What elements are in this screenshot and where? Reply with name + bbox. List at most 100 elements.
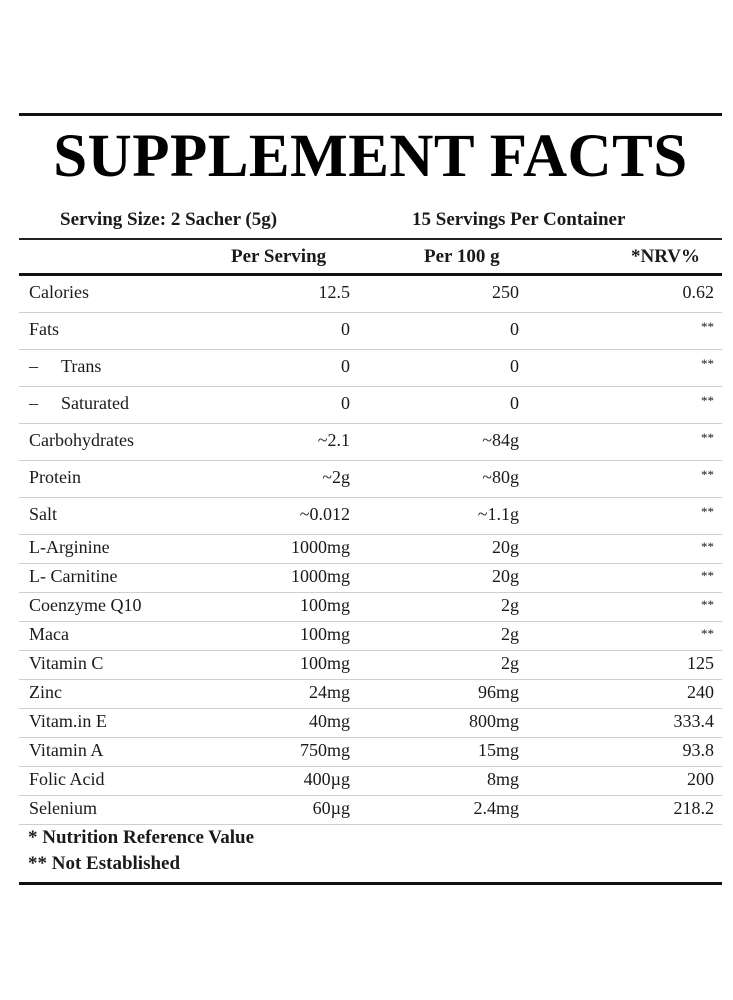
facts-table: Calories 12.5 250 0.62 Fats 0 0 ** – Trans 0 0 ** – Sa… xyxy=(19,276,722,825)
per-100g-value: 2g xyxy=(501,595,519,615)
nrv-value: 333.4 xyxy=(673,711,715,731)
sub-item-dash: – xyxy=(29,393,38,413)
per-serving-value: 0 xyxy=(341,356,350,376)
top-rule xyxy=(19,113,722,116)
per-100g-value: 20g xyxy=(492,537,519,557)
nutrient-name: Vitamin C xyxy=(29,653,104,673)
nutrient-name: L-Arginine xyxy=(29,537,110,557)
per-serving-value: 400µg xyxy=(303,769,350,789)
table-row: Vitam.in E 40mg 800mg 333.4 xyxy=(19,709,722,738)
per-serving-value: ~2.1 xyxy=(317,430,350,450)
per-100g-value: 250 xyxy=(492,282,519,302)
per-100g-value: 8mg xyxy=(486,769,519,789)
table-row: Coenzyme Q10 100mg 2g ** xyxy=(19,593,722,622)
column-header-nrv: *NRV% xyxy=(631,246,700,267)
nrv-value: ** xyxy=(701,356,714,371)
nrv-value: 0.62 xyxy=(682,282,715,302)
per-100g-value: 0 xyxy=(510,393,519,413)
per-100g-value: 20g xyxy=(492,566,519,586)
per-serving-value: 100mg xyxy=(299,624,350,644)
nutrient-name: Trans xyxy=(61,356,102,376)
per-100g-value: ~84g xyxy=(482,430,519,450)
nrv-value: 218.2 xyxy=(673,798,715,818)
panel-title: SUPPLEMENT FACTS xyxy=(53,123,688,190)
per-100g-value: 0 xyxy=(510,319,519,339)
per-serving-value: 750mg xyxy=(299,740,350,760)
nrv-value: ** xyxy=(701,597,714,612)
nrv-value: 125 xyxy=(687,653,714,673)
per-serving-value: 12.5 xyxy=(318,282,351,302)
column-header-per-serving: Per Serving xyxy=(231,246,327,267)
nutrient-name: Fats xyxy=(29,319,60,339)
per-100g-value: 2g xyxy=(501,653,519,673)
per-serving-value: 60µg xyxy=(312,798,350,818)
per-serving-value: 40mg xyxy=(308,711,350,731)
nutrient-name: Protein xyxy=(29,467,81,487)
table-row: Protein ~2g ~80g ** xyxy=(19,461,722,498)
per-serving-value: 1000mg xyxy=(290,537,350,557)
serving-divider xyxy=(19,238,722,240)
per-100g-value: 15mg xyxy=(477,740,519,760)
nutrient-name: L- Carnitine xyxy=(29,566,118,586)
nutrient-name: Zinc xyxy=(29,682,62,702)
per-100g-value: 96mg xyxy=(477,682,519,702)
nrv-value: ** xyxy=(701,626,714,641)
table-row: Maca 100mg 2g ** xyxy=(19,622,722,651)
per-serving-value: ~2g xyxy=(322,467,350,487)
table-row: Fats 0 0 ** xyxy=(19,313,722,350)
table-row: L- Carnitine 1000mg 20g ** xyxy=(19,564,722,593)
footnote-nrv: * Nutrition Reference Value xyxy=(28,827,255,848)
nrv-value: ** xyxy=(701,430,714,445)
per-100g-value: 0 xyxy=(510,356,519,376)
nrv-value: ** xyxy=(701,568,714,583)
per-100g-value: ~80g xyxy=(482,467,519,487)
table-row: – Trans 0 0 ** xyxy=(19,350,722,387)
nutrient-name: Carbohydrates xyxy=(29,430,134,450)
per-100g-value: 2g xyxy=(501,624,519,644)
bottom-rule xyxy=(19,882,722,885)
nrv-value: 240 xyxy=(687,682,714,702)
nrv-value: ** xyxy=(701,539,714,554)
nutrient-name: Maca xyxy=(29,624,69,644)
per-serving-value: 0 xyxy=(341,393,350,413)
table-row: Vitamin A 750mg 15mg 93.8 xyxy=(19,738,722,767)
table-row: Carbohydrates ~2.1 ~84g ** xyxy=(19,424,722,461)
per-serving-value: 100mg xyxy=(299,653,350,673)
nutrient-name: Selenium xyxy=(29,798,97,818)
per-serving-value: ~0.012 xyxy=(299,504,350,524)
nutrient-name: Saturated xyxy=(61,393,129,413)
nrv-value: ** xyxy=(701,393,714,408)
sub-item-dash: – xyxy=(29,356,38,376)
per-100g-value: 2.4mg xyxy=(473,798,519,818)
table-row: Zinc 24mg 96mg 240 xyxy=(19,680,722,709)
nutrient-name: Salt xyxy=(29,504,58,524)
column-header-per-100g: Per 100 g xyxy=(424,246,500,267)
nrv-value: ** xyxy=(701,504,714,519)
per-serving-value: 100mg xyxy=(299,595,350,615)
table-row: Calories 12.5 250 0.62 xyxy=(19,276,722,313)
nutrient-name: Calories xyxy=(29,282,89,302)
header-divider xyxy=(19,273,722,276)
table-row: Salt ~0.012 ~1.1g ** xyxy=(19,498,722,535)
nutrient-name: Folic Acid xyxy=(29,769,105,789)
serving-size: Serving Size: 2 Sacher (5g) xyxy=(60,209,278,230)
table-row: Vitamin C 100mg 2g 125 xyxy=(19,651,722,680)
per-serving-value: 0 xyxy=(341,319,350,339)
per-serving-value: 24mg xyxy=(308,682,350,702)
nrv-value: 200 xyxy=(687,769,714,789)
nrv-value: ** xyxy=(701,319,714,334)
nrv-value: 93.8 xyxy=(682,740,715,760)
per-serving-value: 1000mg xyxy=(290,566,350,586)
nrv-value: ** xyxy=(701,467,714,482)
footnote-not-established: ** Not Established xyxy=(28,853,181,874)
per-100g-value: ~1.1g xyxy=(477,504,519,524)
table-row: Selenium 60µg 2.4mg 218.2 xyxy=(19,796,722,825)
table-row: – Saturated 0 0 ** xyxy=(19,387,722,424)
per-100g-value: 800mg xyxy=(468,711,519,731)
table-row: Folic Acid 400µg 8mg 200 xyxy=(19,767,722,796)
servings-per-container: 15 Servings Per Container xyxy=(412,209,626,230)
nutrient-name: Coenzyme Q10 xyxy=(29,595,142,615)
nutrient-name: Vitamin A xyxy=(29,740,104,760)
nutrient-name: Vitam.in E xyxy=(29,711,107,731)
table-row: L-Arginine 1000mg 20g ** xyxy=(19,535,722,564)
